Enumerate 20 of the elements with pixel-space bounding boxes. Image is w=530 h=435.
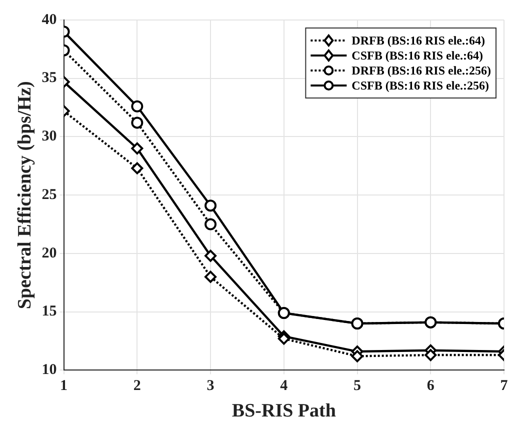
legend-label: DRFB (BS:16 RIS ele.:64) <box>352 34 486 48</box>
x-tick-label: 5 <box>354 378 362 394</box>
y-tick-label: 35 <box>42 70 57 86</box>
legend-label: DRFB (BS:16 RIS ele.:256) <box>352 64 492 78</box>
x-tick-label: 7 <box>500 378 508 394</box>
y-tick-label: 25 <box>42 186 57 203</box>
x-tick-label: 2 <box>133 378 141 394</box>
x-tick-label: 3 <box>206 378 214 394</box>
y-tick-label: 40 <box>42 12 57 28</box>
y-tick-label: 15 <box>42 304 57 320</box>
y-tick-label: 10 <box>42 362 57 378</box>
x-tick-label: 1 <box>60 378 68 394</box>
x-tick-label: 6 <box>426 378 435 394</box>
x-axis-title: BS-RIS Path <box>232 400 336 422</box>
x-tick-label: 4 <box>280 378 288 394</box>
y-tick-label: 30 <box>42 128 57 145</box>
y-tick-label: 20 <box>42 245 57 262</box>
legend-label: CSFB (BS:16 RIS ele.:64) <box>352 48 484 63</box>
legend-label: CSFB (BS:16 RIS ele.:256) <box>352 78 490 93</box>
y-axis-title: Spectral Efficiency (bps/Hz) <box>14 81 36 310</box>
